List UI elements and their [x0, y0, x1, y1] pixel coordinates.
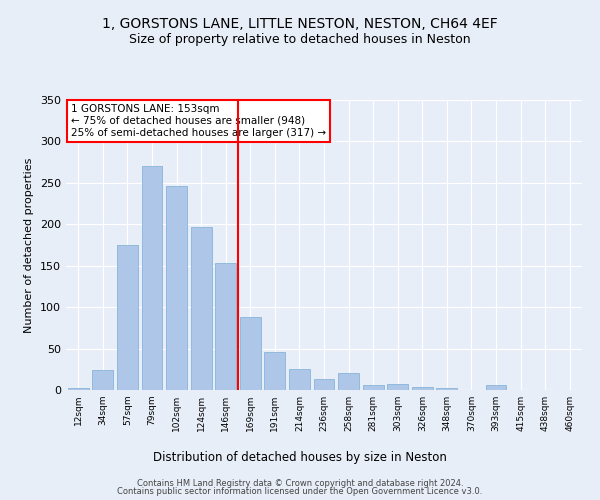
Bar — [142, 166, 163, 390]
Bar — [485, 385, 506, 390]
Bar — [191, 227, 212, 390]
Bar — [68, 388, 89, 390]
Bar — [92, 370, 113, 390]
Bar — [412, 386, 433, 390]
Y-axis label: Number of detached properties: Number of detached properties — [25, 158, 34, 332]
Text: 1 GORSTONS LANE: 153sqm
← 75% of detached houses are smaller (948)
25% of semi-d: 1 GORSTONS LANE: 153sqm ← 75% of detache… — [71, 104, 326, 138]
Bar — [289, 370, 310, 390]
Bar — [166, 186, 187, 390]
Bar — [215, 263, 236, 390]
Bar — [265, 352, 286, 390]
Bar — [387, 384, 408, 390]
Bar — [240, 317, 261, 390]
Bar — [117, 245, 138, 390]
Text: Size of property relative to detached houses in Neston: Size of property relative to detached ho… — [129, 32, 471, 46]
Bar — [314, 379, 334, 390]
Text: Contains public sector information licensed under the Open Government Licence v3: Contains public sector information licen… — [118, 487, 482, 496]
Bar — [338, 374, 359, 390]
Bar — [436, 388, 457, 390]
Text: 1, GORSTONS LANE, LITTLE NESTON, NESTON, CH64 4EF: 1, GORSTONS LANE, LITTLE NESTON, NESTON,… — [102, 18, 498, 32]
Bar — [362, 385, 383, 390]
Text: Contains HM Land Registry data © Crown copyright and database right 2024.: Contains HM Land Registry data © Crown c… — [137, 478, 463, 488]
Text: Distribution of detached houses by size in Neston: Distribution of detached houses by size … — [153, 451, 447, 464]
